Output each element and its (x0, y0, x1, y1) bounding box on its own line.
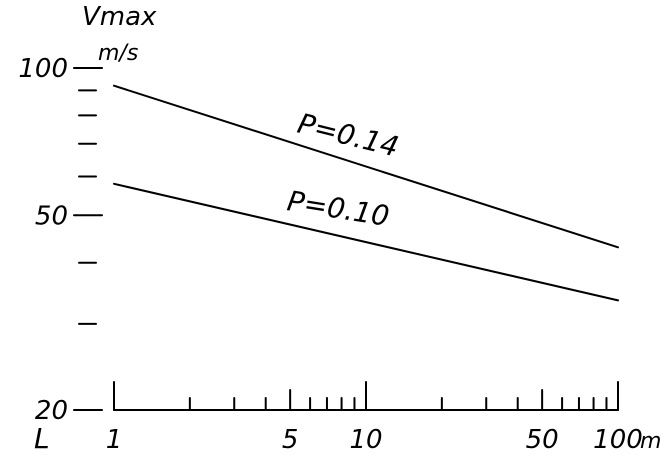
series-line (113, 182, 619, 302)
x-tick-label: 5 (282, 425, 299, 455)
x-tick-label: 100 (593, 425, 643, 455)
y-axis-unit: m/s (98, 41, 138, 66)
x-tick-label: 10 (349, 425, 382, 455)
y-tick-label: 100 (18, 54, 68, 84)
series: P=0.14 P=0.10 (113, 84, 619, 302)
series-label: P=0.14 (294, 107, 402, 164)
series-label: P=0.10 (285, 184, 392, 233)
y-tick-label: 50 (35, 201, 68, 231)
x-axis-label: L (34, 422, 50, 455)
y-ticks: 20 50 100 (18, 54, 103, 426)
series-line (113, 84, 619, 249)
x-ticks: 1 5 10 50 100 (106, 381, 643, 455)
x-axis-unit: m (640, 429, 661, 454)
y-tick-label: 20 (35, 396, 68, 426)
x-tick-label: 50 (526, 425, 559, 455)
y-axis-label: Vmax (82, 2, 157, 32)
x-tick-label: 1 (106, 425, 123, 455)
